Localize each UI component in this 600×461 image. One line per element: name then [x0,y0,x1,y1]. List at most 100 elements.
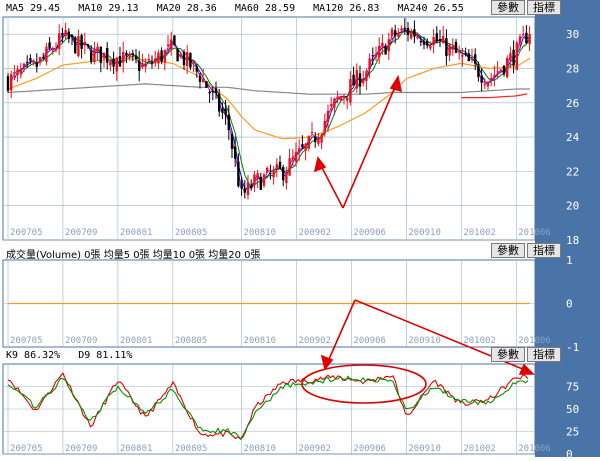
candle-body [118,56,122,67]
x-tick-label: 200801 [120,336,153,346]
candle-body [10,74,13,91]
x-tick-label: 201006 [518,444,551,454]
candle-body [157,52,160,64]
k9-value: K9 86.32% [6,350,61,361]
candle-body [352,74,355,86]
candle-body [336,96,339,100]
candle-body [262,174,266,186]
candle-body [259,176,262,190]
x-tick-label: 200810 [244,444,277,454]
candle-body [90,51,93,62]
candle-body [256,173,259,179]
candle-body [22,63,26,67]
candle-body [224,108,227,115]
annotation-arrow-line [342,79,399,209]
candle-body [234,146,237,159]
candle-body [19,69,22,74]
candle-body [192,62,195,64]
candle-body [61,33,64,36]
candle-body [144,63,147,67]
candle-body [64,30,67,37]
candle-body [77,36,80,57]
candle-body [141,63,144,68]
candle-body [349,79,352,103]
candle-body [509,53,512,61]
x-tick-label: 200709 [65,228,98,238]
x-tick-label: 200910 [408,228,441,238]
candle-body [93,48,96,63]
candle-body [195,66,198,72]
candle-body [480,76,483,83]
candle-body [278,161,282,169]
x-tick-label: 201002 [463,444,496,454]
candle-body [320,134,323,143]
ma20-value: 28.36 [186,3,217,14]
candle-body [125,52,128,56]
candle-body [189,52,192,68]
candle-body [51,50,54,52]
x-tick-label: 200805 [175,336,208,346]
candle-body [416,36,419,39]
kd-legend: K9 86.32% D9 81.11% [6,350,132,361]
candle-body [230,134,234,149]
candle-body [80,35,83,49]
volume-params-button[interactable]: 參數 [491,243,525,258]
k9-line [7,372,529,440]
candle-body [205,81,208,88]
candle-body [394,30,397,36]
candle-body [496,71,499,73]
candle-body [477,66,480,78]
candle-body [403,27,406,29]
candle-body [528,34,531,45]
candle-body [301,144,304,148]
x-tick-label: 200902 [298,444,331,454]
candle-body [486,81,490,87]
x-tick-label: 200709 [65,336,98,346]
candle-body [102,52,106,59]
candle-body [35,62,38,67]
volume-indicators-button[interactable]: 指標 [527,243,561,258]
x-tick-label: 200805 [175,444,208,454]
candle-body [339,96,342,101]
candle-body [253,174,256,186]
candle-body [182,51,186,66]
indicators-button[interactable]: 指標 [527,0,561,15]
candle-body [365,71,368,82]
candle-body [374,53,378,58]
d9-value: D9 81.11% [78,350,133,361]
candle-body [269,172,272,174]
candle-body [515,42,518,70]
candle-body [371,55,374,57]
candle-body [67,31,70,40]
y-tick-label: 30 [566,28,579,41]
candle-body [390,29,394,37]
candle-body [397,33,400,37]
candle-body [58,33,61,49]
candle-body [346,97,349,101]
candle-body [218,94,221,112]
y-tick-label: 0 [566,298,573,311]
kd-params-button[interactable]: 參數 [491,347,525,362]
candle-body [438,39,442,41]
x-tick-label: 201006 [518,228,551,238]
candle-body [451,46,454,49]
x-tick-label: 200810 [244,336,277,346]
candle-body [246,182,250,196]
candle-body [32,60,35,63]
candle-body [410,30,413,39]
candle-body [221,109,224,113]
candle-body [179,53,182,57]
candle-body [131,53,134,55]
candle-body [381,42,384,47]
params-button[interactable]: 參數 [491,0,525,15]
candle-body [467,53,470,62]
candle-body [355,70,358,89]
candle-body [186,52,189,66]
y-tick-label: 0 [566,448,573,457]
candle-body [413,29,416,37]
candle-body [333,98,336,108]
candle-body [176,48,179,62]
x-tick-label: 200902 [298,336,331,346]
kd-indicators-button[interactable]: 指標 [527,347,561,362]
y-tick-label: 75 [566,381,579,394]
